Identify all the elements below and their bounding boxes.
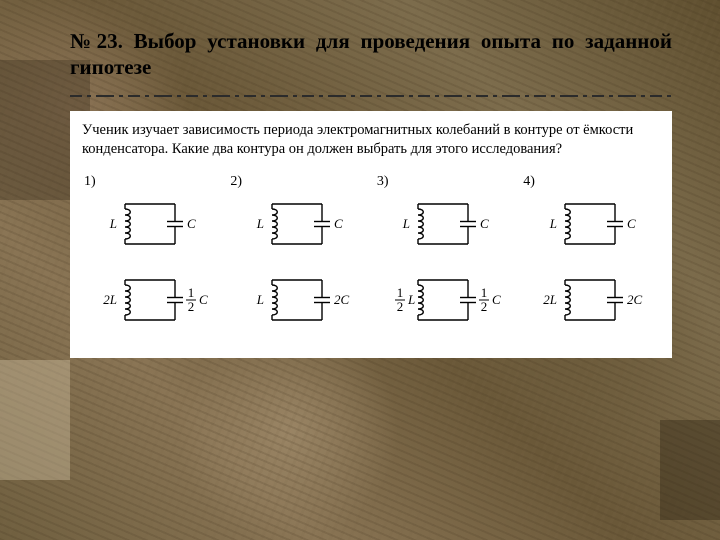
svg-text:2: 2 [188, 299, 195, 314]
circuit-2-bottom: L 2C [238, 270, 358, 330]
circuit-4-bottom: 2L 2C [531, 270, 651, 330]
svg-text:2: 2 [481, 299, 488, 314]
svg-text:2L: 2L [104, 292, 118, 307]
option-1: 1) LC 2L 1 2 C [82, 174, 221, 340]
svg-text:2L: 2L [543, 292, 557, 307]
slide-content: №23. Выбор установки для проведения опыт… [70, 28, 672, 358]
option-number: 4) [523, 174, 535, 190]
option-4: 4) LC 2L2C [521, 174, 660, 340]
svg-text:L: L [256, 292, 264, 307]
circuit-4-top: LC [531, 194, 651, 254]
svg-text:2C: 2C [627, 292, 643, 307]
circuit-1-top: LC [91, 194, 211, 254]
circuit-3-bottom: 1 2 L 1 2 C [384, 270, 504, 330]
svg-text:C: C [627, 216, 636, 231]
svg-text:L: L [407, 292, 415, 307]
option-number: 3) [377, 174, 389, 190]
svg-text:C: C [199, 292, 208, 307]
svg-text:L: L [109, 216, 117, 231]
title-divider [70, 95, 672, 97]
svg-text:C: C [187, 216, 196, 231]
option-number: 1) [84, 174, 96, 190]
slide-title: №23. Выбор установки для проведения опыт… [70, 28, 672, 81]
option-3: 3) LC 1 2 L 1 2 C [375, 174, 514, 340]
svg-text:1: 1 [188, 285, 195, 300]
svg-text:1: 1 [481, 285, 488, 300]
circuit-3-top: LC [384, 194, 504, 254]
svg-text:2C: 2C [334, 292, 350, 307]
problem-text: Ученик изучает зависимость периода элект… [82, 121, 660, 160]
circuit-2-top: LC [238, 194, 358, 254]
problem-card: Ученик изучает зависимость периода элект… [70, 111, 672, 358]
svg-text:1: 1 [397, 285, 404, 300]
svg-text:C: C [334, 216, 343, 231]
svg-text:C: C [480, 216, 489, 231]
option-number: 2) [230, 174, 242, 190]
svg-text:C: C [492, 292, 501, 307]
option-2: 2) LC L2C [228, 174, 367, 340]
circuit-1-bottom: 2L 1 2 C [91, 270, 211, 330]
svg-text:L: L [256, 216, 264, 231]
svg-text:L: L [402, 216, 410, 231]
options-grid: 1) LC 2L 1 2 C 2) LC L2C 3) LC 1 2 L 1 2… [82, 174, 660, 340]
svg-text:2: 2 [397, 299, 404, 314]
svg-text:L: L [548, 216, 556, 231]
